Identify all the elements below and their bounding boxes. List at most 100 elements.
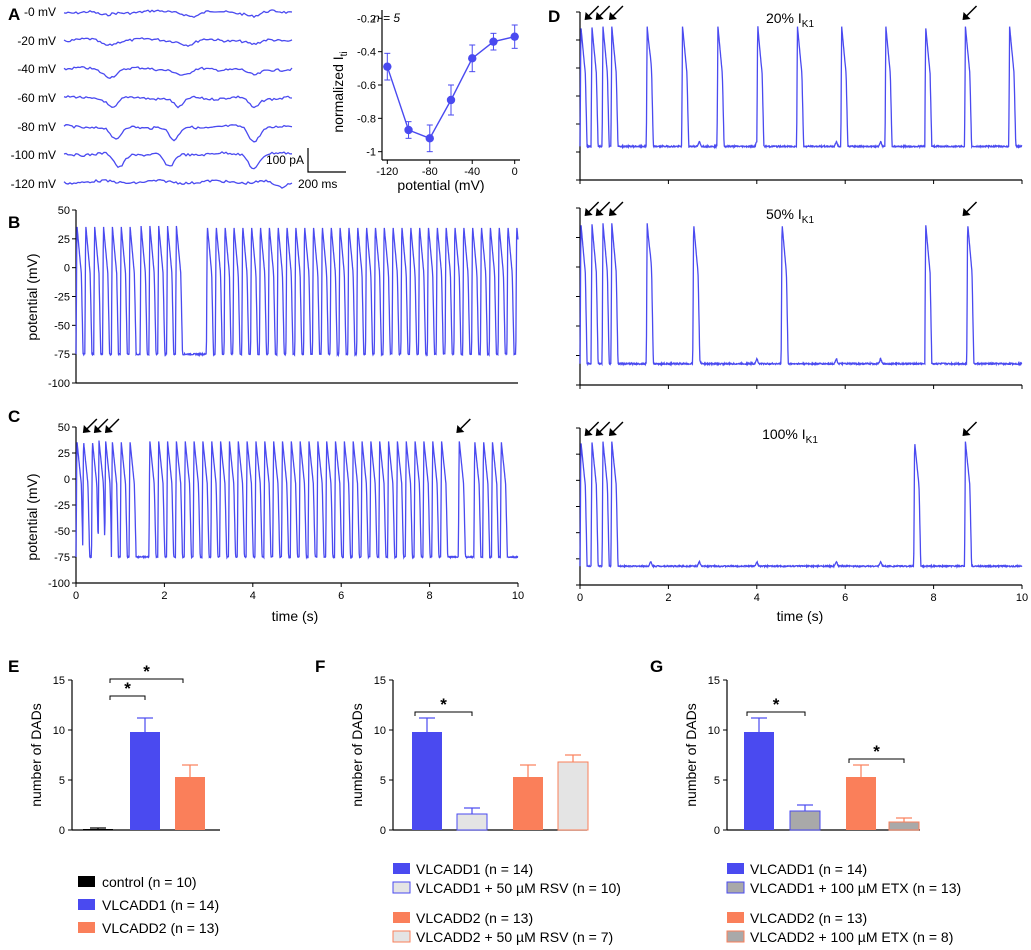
d-label-100: 100% IK1 bbox=[762, 426, 818, 446]
legend-f-vlcadd2-rsv: VLCADD2 + 50 µM RSV (n = 7) bbox=[416, 929, 613, 945]
significance-bracket bbox=[848, 758, 905, 763]
iv-point bbox=[468, 54, 477, 63]
xtick-label: 0 bbox=[73, 590, 79, 602]
ytick-label: 15 bbox=[708, 675, 720, 687]
bar bbox=[744, 732, 774, 830]
significance-star: * bbox=[124, 679, 131, 698]
panel-label-e: E bbox=[8, 657, 19, 676]
legend-g-swatch-1 bbox=[726, 881, 745, 894]
bar-ylabel: number of DADs bbox=[28, 703, 44, 806]
ytick-label: -25 bbox=[54, 500, 70, 512]
xtick-label: 10 bbox=[1016, 592, 1028, 604]
legend-f-swatch-1 bbox=[392, 881, 411, 894]
legend-g: VLCADD1 (n = 14) VLCADD1 + 100 µM ETX (n… bbox=[726, 861, 961, 945]
ytick-label: -25 bbox=[54, 292, 70, 304]
bar bbox=[412, 732, 442, 830]
legend-e-vlcadd2: VLCADD2 (n = 13) bbox=[102, 920, 219, 936]
significance-bracket bbox=[109, 695, 146, 700]
xtick-label: 10 bbox=[512, 590, 524, 602]
ytick-label: -75 bbox=[54, 349, 70, 361]
ytick-label: -75 bbox=[54, 552, 70, 564]
scale-bar bbox=[307, 148, 346, 173]
iv-point bbox=[489, 37, 498, 46]
significance-star: * bbox=[143, 662, 150, 681]
iv-xtick-label: -40 bbox=[464, 166, 480, 178]
iv-ytick-label: -1 bbox=[366, 147, 376, 159]
legend-f-swatch-2 bbox=[393, 912, 410, 923]
legend-e-swatch-vlcadd1 bbox=[78, 899, 95, 910]
bar-ylabel: number of DADs bbox=[683, 703, 699, 806]
bar bbox=[888, 821, 920, 831]
bar-ylabel: number of DADs bbox=[349, 703, 365, 806]
legend-g-vlcadd1-etx: VLCADD1 + 100 µM ETX (n = 13) bbox=[750, 880, 961, 896]
xtick-label: 0 bbox=[577, 592, 583, 604]
iv-ytick-label: -0.8 bbox=[357, 113, 376, 125]
legend-f-swatch-3 bbox=[392, 930, 411, 943]
voltage-label-60: -60 mV bbox=[17, 91, 56, 105]
ytick-label: 10 bbox=[708, 725, 720, 737]
iv-xtick-label: -80 bbox=[422, 166, 438, 178]
bar bbox=[456, 813, 488, 831]
voltage-label-0: -0 mV bbox=[24, 5, 56, 19]
ap-trace-d2 bbox=[579, 441, 1023, 570]
iv-point bbox=[425, 134, 434, 143]
panel-label-g: G bbox=[650, 657, 663, 676]
ytick-label: 5 bbox=[380, 775, 386, 787]
d-label-20: 20% IK1 bbox=[766, 10, 814, 30]
current-trace-6 bbox=[63, 178, 293, 189]
trace-panel-d1 bbox=[576, 201, 1023, 389]
ytick-label: 50 bbox=[58, 422, 70, 434]
current-trace-5 bbox=[63, 151, 293, 170]
iv-xlabel: potential (mV) bbox=[397, 177, 484, 193]
ylabel-group: number of DADs bbox=[28, 703, 44, 806]
arrow-head-icon bbox=[962, 12, 971, 20]
bar bbox=[83, 829, 113, 830]
d-label-50: 50% IK1 bbox=[766, 206, 814, 226]
ap-trace-d0 bbox=[579, 26, 1023, 150]
arrow-head-icon bbox=[595, 428, 604, 436]
iv-point bbox=[383, 62, 392, 71]
voltage-label-20: -20 mV bbox=[17, 34, 56, 48]
ap-trace-b bbox=[75, 225, 519, 358]
ytick-label: 15 bbox=[374, 675, 386, 687]
legend-e-swatch-control bbox=[78, 876, 95, 887]
current-trace-4 bbox=[63, 124, 293, 143]
iv-point bbox=[404, 125, 413, 135]
ytick-label: 0 bbox=[64, 263, 70, 275]
ap-trace-d1 bbox=[579, 223, 1023, 367]
voltage-label-40: -40 mV bbox=[17, 62, 56, 76]
b-ylabel: potential (mV) bbox=[24, 253, 40, 340]
legend-g-swatch-2 bbox=[727, 912, 744, 923]
iv-n-label: n = 5 bbox=[373, 11, 400, 25]
ytick-label: 0 bbox=[59, 825, 65, 837]
significance-bracket bbox=[746, 711, 806, 716]
iv-ytick-label: -0.6 bbox=[357, 80, 376, 92]
bar-chart-g: 0 5 10 15 number of DADs * * bbox=[683, 675, 920, 837]
arrow-head-icon bbox=[93, 425, 102, 433]
trace-panel-d2: 0 2 4 6 8 10 bbox=[576, 421, 1028, 604]
significance-star: * bbox=[440, 695, 447, 714]
xtick-label: 8 bbox=[931, 592, 937, 604]
ytick-label: -100 bbox=[48, 378, 70, 390]
significance-star: * bbox=[873, 742, 880, 761]
iv-plot: n = 5 potential (mV) normalized Iti -1 -0… bbox=[330, 10, 520, 193]
legend-f-swatch-0 bbox=[393, 863, 410, 874]
ytick-label: 5 bbox=[714, 775, 720, 787]
xtick-label: 6 bbox=[338, 590, 344, 602]
scale-time-label: 200 ms bbox=[298, 177, 337, 191]
ytick-label: 25 bbox=[58, 234, 70, 246]
voltage-label-80: -80 mV bbox=[17, 120, 56, 134]
bar bbox=[175, 777, 205, 830]
bar bbox=[130, 732, 160, 830]
panel-label-b: B bbox=[8, 213, 20, 232]
panel-label-c: C bbox=[8, 407, 20, 426]
arrow-head-icon bbox=[104, 425, 113, 433]
legend-f-vlcadd1: VLCADD1 (n = 14) bbox=[416, 861, 533, 877]
ytick-label: -50 bbox=[54, 320, 70, 332]
ytick-label: -100 bbox=[48, 578, 70, 590]
arrow-head-icon bbox=[608, 428, 617, 436]
arrow-head-icon bbox=[962, 428, 971, 436]
significance-bracket bbox=[109, 678, 184, 683]
arrow-head-icon bbox=[595, 12, 604, 20]
iv-ylabel: normalized Iti bbox=[330, 51, 350, 132]
